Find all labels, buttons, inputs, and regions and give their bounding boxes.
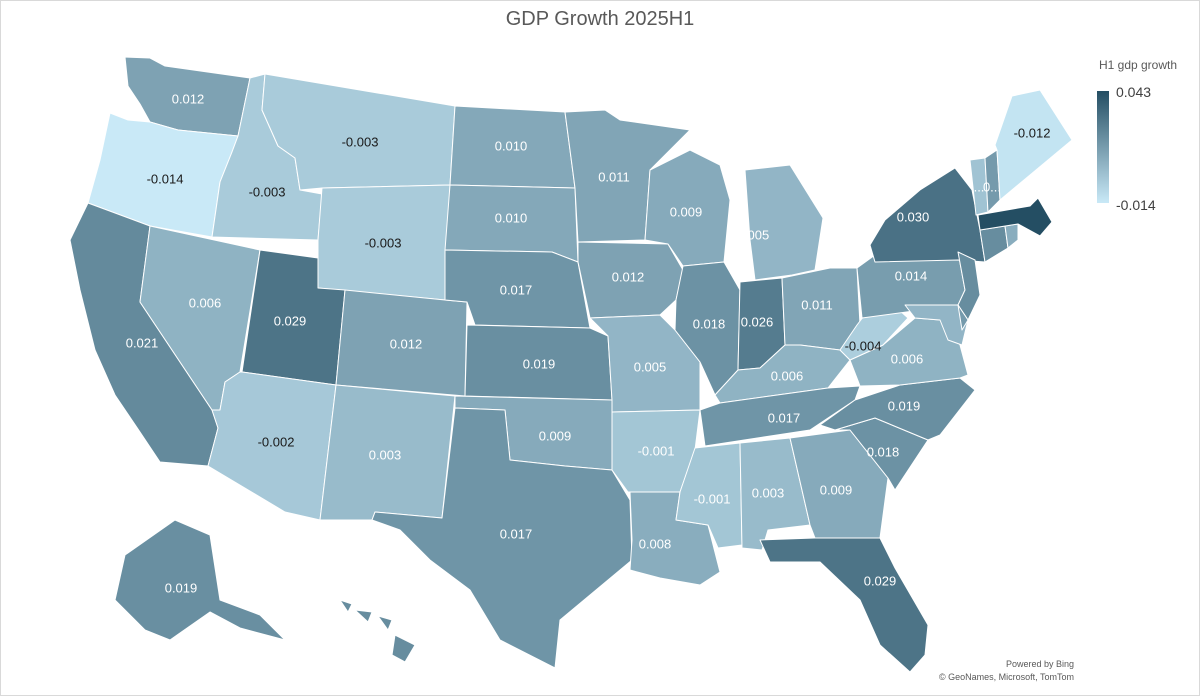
state-label-ky: 0.006 <box>771 368 804 383</box>
state-label-il: 0.018 <box>693 316 726 331</box>
state-label-pa: 0.014 <box>895 268 928 283</box>
state-label-wa: 0.012 <box>172 91 205 106</box>
legend-max-label: 0.043 <box>1116 84 1152 100</box>
legend-title: H1 gdp growth <box>1098 58 1178 72</box>
state-label-ak: 0.019 <box>165 580 198 595</box>
state-label-ca: 0.021 <box>126 335 159 350</box>
state-label-me: -0.012 <box>1014 125 1051 140</box>
state-label-tx: 0.017 <box>500 526 533 541</box>
state-label-vt: ... <box>974 179 985 194</box>
state-label-ms: -0.001 <box>694 491 731 506</box>
state-label-mo: 0.005 <box>634 359 667 374</box>
state-me[interactable] <box>994 89 1073 201</box>
map-title: GDP Growth 2025H1 <box>505 8 695 30</box>
state-label-sc: 0.018 <box>867 444 900 459</box>
state-label-id: -0.003 <box>249 184 286 199</box>
state-va[interactable] <box>849 317 969 387</box>
state-label-co: 0.012 <box>390 336 423 351</box>
state-label-nm: 0.003 <box>369 447 402 462</box>
state-label-nd: 0.010 <box>495 138 528 153</box>
state-label-ny: 0.030 <box>897 209 930 224</box>
state-label-ks: 0.019 <box>523 356 556 371</box>
state-label-sd: 0.010 <box>495 210 528 225</box>
state-label-la: 0.008 <box>639 536 672 551</box>
state-label-al: 0.003 <box>752 485 785 500</box>
state-label-fl: 0.029 <box>864 573 897 588</box>
state-label-wi: 0.009 <box>670 204 703 219</box>
state-label-mn: 0.011 <box>598 169 630 184</box>
state-label-wy: -0.003 <box>365 235 402 250</box>
state-label-ar: -0.001 <box>638 443 675 458</box>
state-label-nh: 0... <box>983 179 1001 194</box>
state-label-az: -0.002 <box>258 434 295 449</box>
legend-color-bar <box>1097 91 1109 203</box>
state-label-ne: 0.017 <box>500 282 533 297</box>
state-label-or: -0.014 <box>147 171 184 186</box>
state-label-mi: 0.005 <box>737 227 770 242</box>
state-nc[interactable] <box>819 377 976 441</box>
state-ak[interactable] <box>114 519 286 641</box>
powered-by-label: Powered by Bing <box>1005 659 1074 669</box>
state-tn[interactable] <box>699 385 861 447</box>
state-label-oh: 0.011 <box>801 297 833 312</box>
state-label-ga: 0.009 <box>820 482 853 497</box>
state-label-mt: -0.003 <box>342 134 379 149</box>
state-label-nv: 0.006 <box>189 295 222 310</box>
state-tx[interactable] <box>371 407 633 669</box>
state-fl[interactable] <box>759 537 929 673</box>
state-label-tn: 0.017 <box>768 410 801 425</box>
state-label-ut: 0.029 <box>274 313 307 328</box>
state-label-wv: -0.004 <box>845 338 882 353</box>
state-label-ok: 0.009 <box>539 428 572 443</box>
state-label-in: 0.026 <box>741 314 774 329</box>
state-de[interactable] <box>957 304 969 331</box>
state-hi[interactable] <box>339 599 416 663</box>
state-mi[interactable] <box>744 164 824 281</box>
state-label-ia: 0.012 <box>612 269 645 284</box>
state-ct[interactable] <box>979 225 1009 263</box>
state-label-va: 0.006 <box>891 351 924 366</box>
copyright-label: © GeoNames, Microsoft, TomTom <box>939 672 1074 682</box>
legend-min-label: -0.014 <box>1116 197 1156 213</box>
state-label-nc: 0.019 <box>888 398 921 413</box>
state-ma[interactable] <box>977 197 1053 237</box>
